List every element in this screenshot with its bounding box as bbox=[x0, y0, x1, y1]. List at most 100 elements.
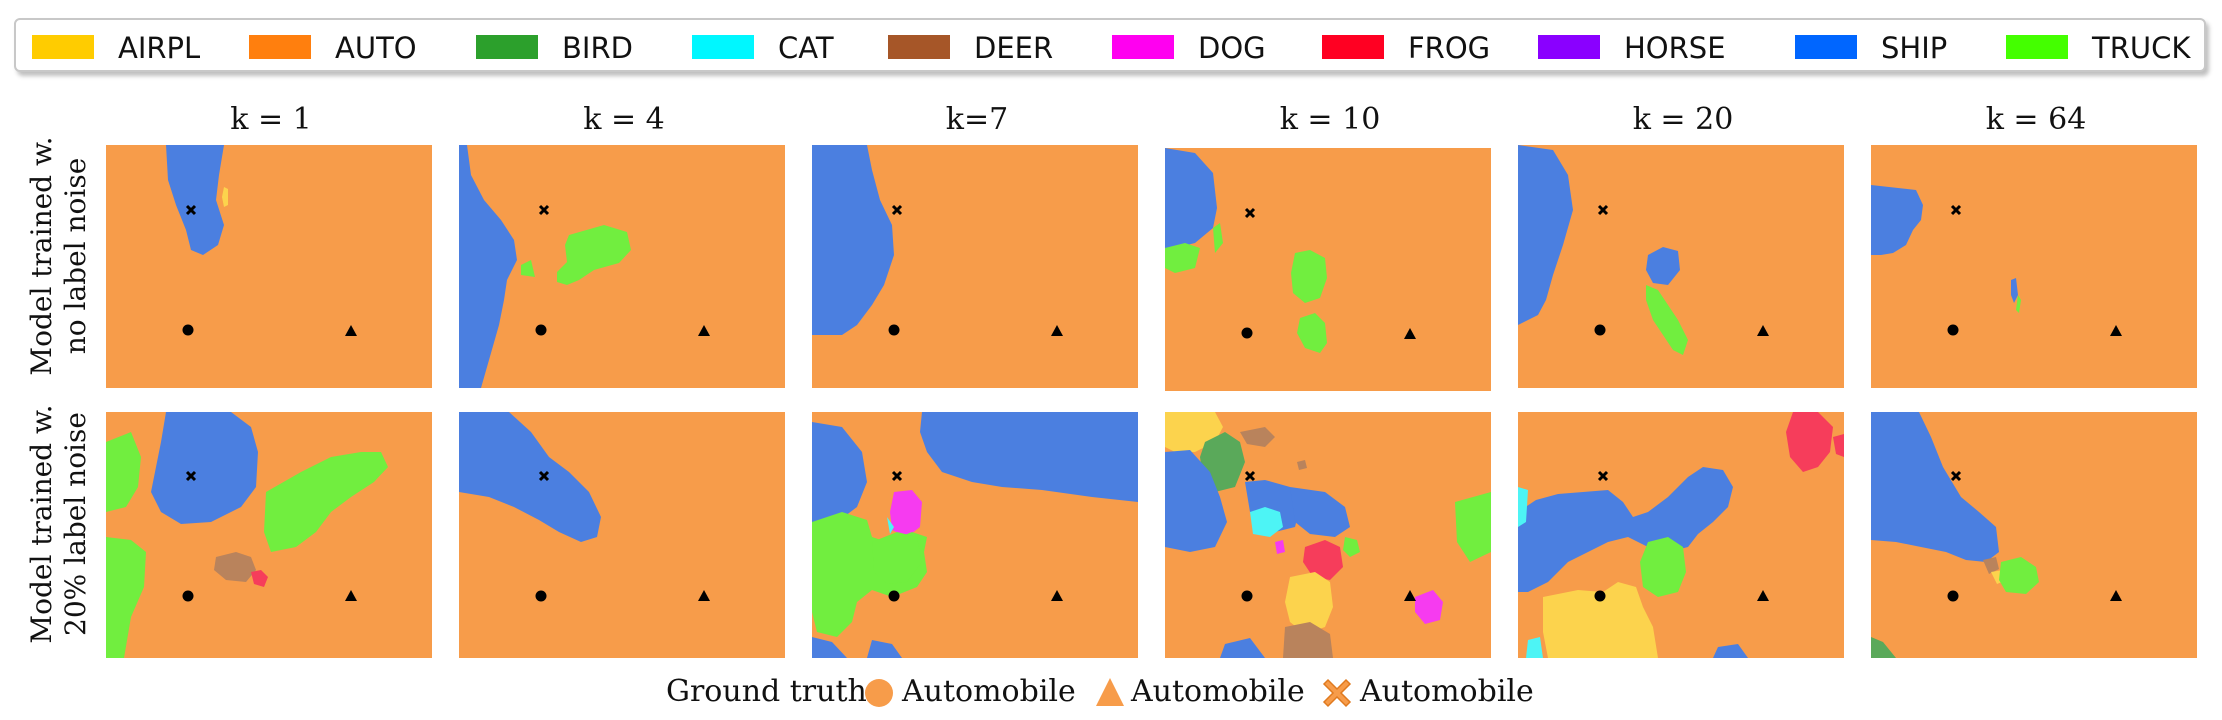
triangle-marker bbox=[1757, 590, 1769, 601]
region-airpl bbox=[1285, 572, 1333, 634]
column-label-k64: k = 64 bbox=[1985, 102, 2087, 137]
cross-marker bbox=[1950, 470, 1962, 482]
legend-swatch bbox=[1795, 35, 1857, 59]
cross-marker bbox=[1244, 207, 1256, 219]
region-truck bbox=[1213, 223, 1223, 253]
panel-k20-20-noise bbox=[1518, 412, 1844, 658]
panel-k4-no-noise bbox=[459, 145, 785, 388]
circle-marker bbox=[1947, 590, 1959, 602]
markers bbox=[1594, 470, 1769, 602]
region-truck bbox=[1640, 537, 1686, 597]
circle-marker bbox=[535, 324, 547, 336]
column-label-k7: k=7 bbox=[945, 102, 1009, 137]
class-legend: AIRPL AUTO BIRD CAT DEER DOG FROG HORSE … bbox=[14, 18, 2206, 72]
region-ship bbox=[166, 145, 224, 255]
legend-swatch bbox=[888, 35, 950, 59]
region-deer bbox=[1240, 427, 1275, 447]
panel-k1-no-noise bbox=[106, 145, 432, 388]
cross-marker bbox=[538, 204, 550, 216]
legend-label: HORSE bbox=[1624, 31, 1726, 65]
row-label-line2: 20% label noise bbox=[59, 412, 92, 636]
region-ship bbox=[1165, 450, 1227, 552]
legend-label: DOG bbox=[1198, 31, 1266, 65]
panel-k1-20-noise bbox=[106, 412, 432, 658]
region-ship bbox=[1220, 638, 1265, 658]
markers bbox=[1947, 204, 2122, 336]
cross-marker bbox=[891, 470, 903, 482]
markers bbox=[182, 470, 357, 602]
panel-k10-no-noise bbox=[1165, 148, 1491, 391]
panel-k10-20-noise bbox=[1165, 412, 1491, 658]
ground-truth-cross-label: Automobile bbox=[1360, 674, 1534, 709]
legend-label: DEER bbox=[974, 31, 1054, 65]
region-frog bbox=[251, 570, 268, 587]
region-truck bbox=[1999, 557, 2039, 594]
region-ship bbox=[1871, 185, 1923, 255]
circle-marker bbox=[1241, 590, 1253, 602]
cross-icon bbox=[1322, 678, 1352, 708]
region-ship bbox=[867, 640, 902, 658]
region-truck bbox=[1297, 313, 1327, 353]
legend-label: FROG bbox=[1408, 31, 1491, 65]
cross-marker bbox=[891, 204, 903, 216]
region-bird bbox=[1871, 637, 1896, 658]
region-ship bbox=[1290, 487, 1350, 537]
legend-swatch bbox=[1538, 35, 1600, 59]
region-ship bbox=[812, 145, 894, 335]
region-cat bbox=[887, 517, 894, 534]
triangle-marker bbox=[698, 590, 710, 601]
cross-marker bbox=[1597, 204, 1609, 216]
triangle-marker bbox=[1404, 590, 1416, 601]
circle-marker bbox=[182, 324, 194, 336]
row-label-line1: Model trained w. bbox=[25, 404, 58, 644]
cross-marker bbox=[1244, 470, 1256, 482]
triangle-marker bbox=[2110, 590, 2122, 601]
markers bbox=[535, 204, 710, 336]
triangle-icon bbox=[1096, 678, 1124, 706]
region-dog bbox=[1275, 540, 1285, 554]
ground-truth-label: Ground truth: bbox=[666, 674, 877, 709]
markers bbox=[888, 470, 1063, 602]
legend-label: TRUCK bbox=[2092, 31, 2191, 65]
legend-label: AIRPL bbox=[118, 31, 201, 65]
region-cat bbox=[1250, 507, 1283, 537]
region-deer bbox=[1983, 557, 1999, 574]
triangle-marker bbox=[698, 325, 710, 336]
legend-label: BIRD bbox=[562, 31, 633, 65]
region-airpl bbox=[222, 187, 228, 207]
region-truck bbox=[264, 452, 388, 552]
region-truck bbox=[1646, 285, 1688, 355]
region-ship bbox=[920, 412, 1138, 502]
region-deer bbox=[1297, 460, 1307, 470]
cross-marker bbox=[185, 204, 197, 216]
circle-marker bbox=[888, 590, 900, 602]
region-truck bbox=[106, 432, 141, 512]
column-label-k4: k = 4 bbox=[583, 102, 665, 137]
legend-swatch bbox=[692, 35, 754, 59]
region-ship bbox=[1518, 467, 1733, 592]
region-truck bbox=[1455, 492, 1491, 562]
row-label-no-noise: Model trained w. no label noise bbox=[25, 131, 93, 381]
triangle-marker bbox=[345, 590, 357, 601]
region-ship bbox=[2011, 278, 2018, 303]
row-label-line1: Model trained w. bbox=[25, 136, 58, 376]
cross-marker bbox=[1950, 204, 1962, 216]
region-airpl bbox=[1543, 582, 1658, 658]
legend-label: SHIP bbox=[1881, 31, 1948, 65]
legend-swatch bbox=[249, 35, 311, 59]
ground-truth-triangle-label: Automobile bbox=[1131, 674, 1305, 709]
markers bbox=[1594, 204, 1769, 336]
region-ship bbox=[459, 145, 517, 388]
triangle-marker bbox=[1051, 325, 1063, 336]
region-cat bbox=[1526, 637, 1543, 658]
panel-k7-20-noise bbox=[812, 412, 1138, 658]
cross-marker bbox=[185, 470, 197, 482]
markers bbox=[535, 470, 710, 602]
region-truck bbox=[872, 532, 922, 584]
triangle-marker bbox=[345, 325, 357, 336]
panel-k7-no-noise bbox=[812, 145, 1138, 388]
region-ship bbox=[812, 422, 867, 527]
region-dog bbox=[890, 490, 922, 537]
markers bbox=[1241, 207, 1416, 339]
legend-swatch bbox=[1322, 35, 1384, 59]
